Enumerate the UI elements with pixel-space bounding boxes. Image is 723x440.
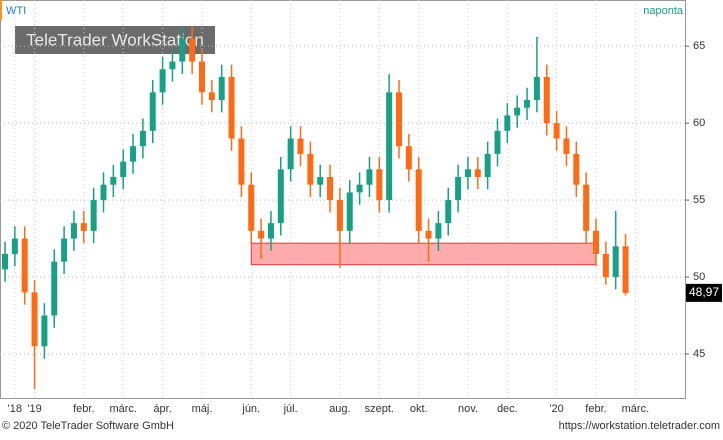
candle-body — [139, 130, 146, 147]
candle-body — [376, 169, 383, 201]
candle-body — [110, 176, 117, 185]
candle-body — [524, 100, 531, 108]
candle-body — [258, 230, 265, 239]
support-zone — [250, 242, 597, 266]
candle-body — [593, 230, 599, 254]
candle-body — [31, 292, 38, 347]
candle-body — [543, 76, 550, 124]
candle-body — [612, 246, 619, 278]
x-tick-label: márc. — [109, 403, 137, 415]
candle-body — [11, 238, 18, 254]
x-tick-label: márc. — [622, 403, 650, 415]
candle-body — [484, 153, 491, 177]
candle-body — [405, 146, 412, 170]
x-tick-label: dec. — [497, 403, 518, 415]
candle-body — [317, 176, 324, 185]
plot-area — [0, 0, 686, 399]
x-tick-label: nov. — [458, 403, 478, 415]
last-value-label: 48,97 — [689, 285, 719, 299]
candle-body — [169, 61, 176, 70]
candle-body — [120, 161, 127, 177]
candle-body — [70, 223, 77, 239]
x-tick-label: '19 — [27, 403, 41, 415]
candle-body — [514, 107, 521, 116]
footer-left: © 2020 TeleTrader Software GmbH — [2, 420, 174, 432]
candle-body — [100, 184, 107, 201]
candle-body — [386, 92, 393, 201]
candle-body — [21, 238, 28, 293]
candle-body — [208, 92, 215, 101]
y-tick-label: 55 — [693, 194, 705, 206]
candle-body — [346, 192, 353, 231]
chart-title: WTI — [6, 5, 26, 17]
candle-body — [336, 200, 343, 231]
candle-body — [455, 176, 462, 201]
candle-body — [90, 200, 97, 231]
last-value-box — [686, 283, 722, 302]
candle-body — [199, 61, 205, 93]
candle-body — [464, 169, 471, 177]
candle-body — [445, 200, 452, 224]
candle-body — [494, 130, 501, 154]
x-tick-label: febr. — [73, 403, 94, 415]
candle-body — [179, 38, 186, 62]
candle-body — [51, 261, 58, 316]
x-tick-label: febr. — [585, 403, 606, 415]
candle-body — [267, 223, 274, 239]
candle-body — [130, 146, 137, 162]
x-tick-label: júl. — [283, 403, 298, 415]
candle-body — [159, 69, 166, 93]
candle-body — [553, 123, 560, 139]
candle-body — [474, 169, 481, 177]
x-tick-label: '20 — [549, 403, 563, 415]
candle-body — [583, 184, 590, 231]
candle-body — [563, 138, 570, 154]
candle-body — [327, 176, 334, 201]
candle-body — [356, 184, 363, 193]
candle-body — [533, 76, 540, 101]
candle-body — [2, 253, 8, 270]
candle-body — [602, 253, 609, 278]
candle-body — [149, 92, 156, 131]
y-tick-label: 45 — [693, 348, 705, 360]
candle-body — [504, 115, 511, 131]
x-tick-label: '18 — [8, 403, 22, 415]
y-tick-label: 65 — [693, 40, 705, 52]
candle-body — [189, 38, 196, 62]
candle-body — [415, 169, 422, 231]
x-tick-label: máj. — [192, 403, 213, 415]
candle-body — [297, 138, 304, 154]
candle-body — [366, 169, 373, 185]
candle-body — [573, 153, 580, 185]
x-tick-label: okt. — [410, 403, 428, 415]
candle-body — [307, 153, 314, 185]
x-tick-label: jún. — [241, 403, 260, 415]
footer-right: https://workstation.teletrader.com — [559, 420, 720, 432]
candle-body — [622, 246, 629, 293]
y-tick-label: 50 — [693, 271, 705, 283]
candle-body — [435, 223, 442, 239]
candle-body — [218, 76, 225, 101]
accent — [0, 0, 2, 20]
x-tick-label: ápr. — [153, 403, 171, 415]
candle-body — [277, 169, 284, 224]
y-tick-label: 60 — [693, 117, 705, 129]
candle-body — [248, 184, 255, 231]
candle-body — [396, 92, 402, 147]
candle-body — [61, 238, 68, 262]
candle-body — [228, 76, 235, 139]
candle-body — [80, 223, 87, 231]
watermark: TeleTrader WorkStation — [26, 30, 204, 49]
x-tick-label: szept. — [365, 403, 394, 415]
period: naponta — [643, 5, 684, 17]
candle-body — [425, 230, 432, 239]
x-tick-label: aug. — [329, 403, 350, 415]
candle-body — [287, 138, 294, 170]
candle-body — [238, 138, 245, 185]
candle-body — [41, 315, 48, 347]
